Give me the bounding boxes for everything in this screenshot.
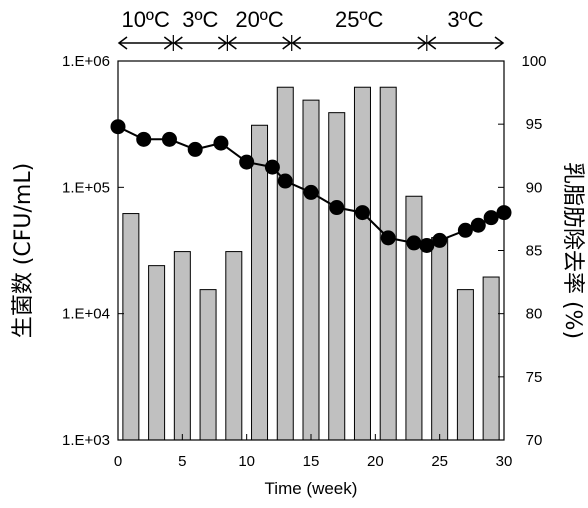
line-series — [110, 119, 512, 253]
x-tick-label: 25 — [431, 453, 448, 470]
arrow-head-right — [494, 36, 505, 50]
line-point — [470, 217, 486, 233]
bar — [482, 276, 500, 441]
bar — [302, 99, 320, 441]
line-point — [380, 230, 396, 246]
line-point — [239, 154, 255, 170]
x-tick-label: 20 — [367, 453, 384, 470]
left-y-tick-label: 1.E+04 — [62, 306, 110, 323]
arrow-head-right — [163, 36, 174, 50]
line-point — [161, 131, 177, 147]
bar — [173, 251, 191, 441]
bar — [456, 289, 474, 441]
temperature-annotation: 10ºC 3ºC 20ºC 25ºC 3ºC — [117, 7, 505, 51]
right-y-tick-label: 70 — [526, 432, 543, 449]
line-point — [329, 200, 345, 216]
line-point — [432, 232, 448, 248]
line-point — [187, 141, 203, 157]
bar — [251, 124, 269, 441]
temperature-label: 3ºC — [447, 7, 483, 32]
right-y-tick-label: 80 — [526, 306, 543, 323]
left-y-tick-label: 1.E+03 — [62, 432, 110, 449]
arrow-head-right — [282, 36, 292, 50]
right-y-tick-label: 75 — [526, 369, 543, 386]
bar — [148, 265, 166, 441]
right-y-axis-label: 乳脂肪除去率 (%) — [560, 162, 585, 339]
x-tick-label: 5 — [178, 453, 186, 470]
arrow-head-right — [217, 36, 228, 50]
x-tick-label: 10 — [238, 453, 255, 470]
x-tick-label: 15 — [303, 453, 320, 470]
bar — [199, 289, 217, 441]
line-point — [457, 222, 473, 238]
line-point — [354, 205, 370, 221]
arrow-head-left — [426, 36, 437, 50]
x-tick-label: 30 — [496, 453, 513, 470]
bar — [405, 195, 423, 441]
x-tick-label: 0 — [114, 453, 122, 470]
temperature-label: 20ºC — [235, 7, 284, 32]
bar — [353, 86, 371, 441]
bar — [431, 237, 449, 441]
arrow-head-left — [173, 36, 183, 50]
line-point — [419, 237, 435, 253]
line-point — [406, 235, 422, 251]
bar — [328, 112, 346, 441]
right-y-tick-label: 85 — [526, 243, 543, 260]
line-point — [483, 210, 499, 226]
right-y-tick-label: 95 — [526, 116, 543, 133]
arrow-head-left — [291, 36, 302, 50]
left-y-tick-label: 1.E+05 — [62, 179, 110, 196]
bar — [122, 213, 140, 441]
temperature-label: 3ºC — [182, 7, 218, 32]
right-y-tick-label: 90 — [526, 179, 543, 196]
arrow-head-left — [227, 36, 237, 50]
arrow-head-left — [117, 36, 128, 50]
axes: 0 5 10 15 20 25 30 1.E+03 1.E+04 1.E+05 1.E+06 70 75… — [62, 53, 546, 470]
line-point — [277, 173, 293, 189]
x-axis-label: Time (week) — [265, 479, 358, 498]
line-point — [303, 184, 319, 200]
line-point — [264, 159, 280, 175]
left-y-axis-label: 生菌数 (CFU/mL) — [11, 163, 36, 338]
bar — [225, 251, 243, 441]
line-point — [110, 119, 126, 135]
temperature-label: 25ºC — [335, 7, 384, 32]
bar-series — [122, 86, 500, 441]
temperature-label: 10ºC — [121, 7, 170, 32]
line-point — [496, 205, 512, 221]
left-y-tick-label: 1.E+06 — [62, 53, 110, 70]
line-point — [213, 135, 229, 151]
bar — [379, 86, 397, 441]
line-point — [136, 131, 152, 147]
bar — [276, 86, 294, 441]
right-y-tick-label: 100 — [521, 53, 546, 70]
arrow-head-right — [417, 36, 428, 50]
